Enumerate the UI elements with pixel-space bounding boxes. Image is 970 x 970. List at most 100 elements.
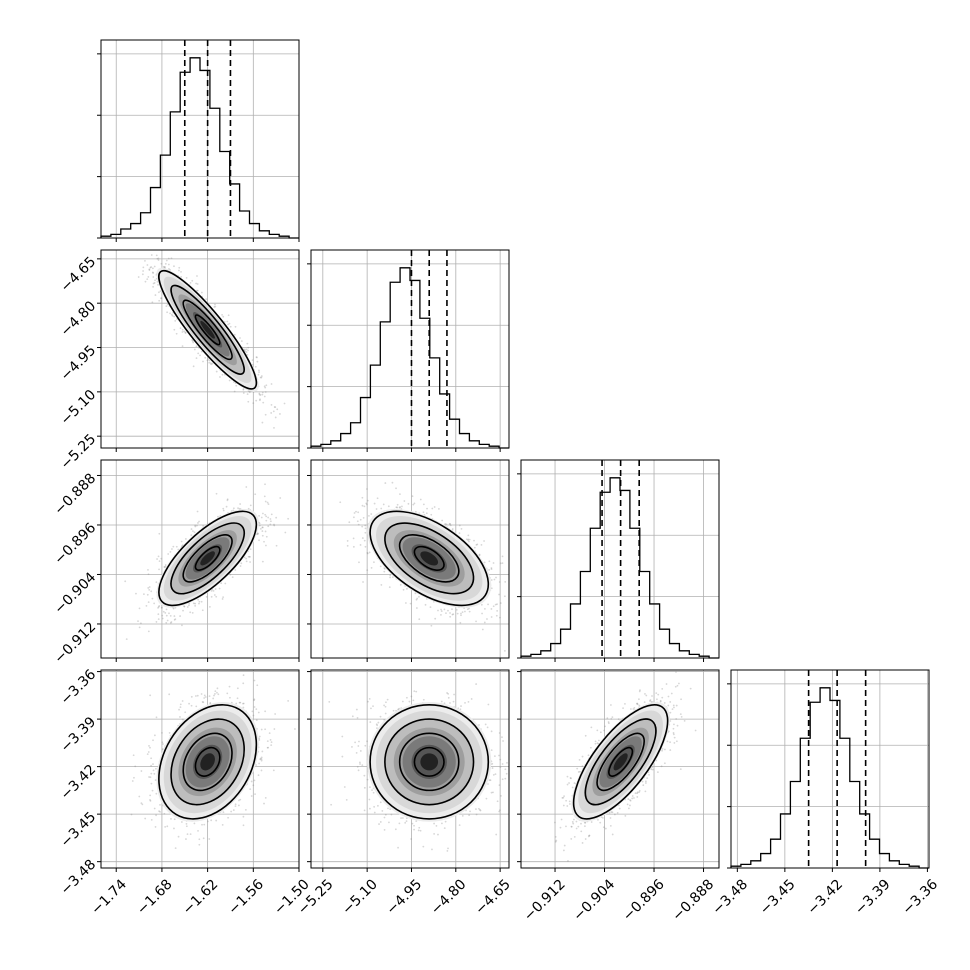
scatter-point <box>279 497 282 499</box>
scatter-point <box>451 608 453 611</box>
scatter-point <box>195 345 198 348</box>
scatter-point <box>467 539 469 542</box>
scatter-point <box>170 621 173 623</box>
panel-2-1 <box>310 459 510 659</box>
scatter-point <box>172 607 175 610</box>
scatter-point <box>263 540 265 543</box>
scatter-point <box>395 506 398 509</box>
scatter-point <box>258 392 261 395</box>
scatter-point <box>217 515 219 518</box>
scatter-point <box>148 269 151 271</box>
scatter-point <box>273 523 275 526</box>
scatter-point <box>191 279 194 282</box>
scatter-point <box>256 360 259 363</box>
scatter-point <box>158 560 161 563</box>
scatter-point <box>363 539 366 542</box>
scatter-point <box>222 596 225 599</box>
scatter-point <box>236 661 238 663</box>
scatter-point <box>170 257 173 260</box>
scatter-point <box>175 332 178 335</box>
scatter-point <box>499 562 502 565</box>
scatter-point <box>196 524 198 527</box>
scatter-point <box>169 551 172 553</box>
scatter-point <box>169 621 172 624</box>
scatter-point <box>181 331 184 333</box>
scatter-point <box>495 614 498 617</box>
scatter-point <box>226 320 229 323</box>
panel-border <box>520 459 720 659</box>
scatter-point <box>366 552 369 555</box>
scatter-point <box>157 257 160 260</box>
scatter-point <box>425 512 428 515</box>
scatter-point <box>373 502 376 505</box>
scatter-point <box>214 690 217 693</box>
scatter-point <box>492 605 495 608</box>
scatter-point <box>147 573 150 576</box>
scatter-point <box>365 502 368 505</box>
scatter-point <box>224 582 227 585</box>
scatter-point <box>146 593 149 596</box>
scatter-point <box>266 501 269 504</box>
scatter-point <box>443 608 446 611</box>
scatter-point <box>364 524 367 527</box>
scatter-point <box>265 535 268 538</box>
panel-border <box>310 459 510 659</box>
scatter-point <box>221 373 224 376</box>
scatter-point <box>158 568 160 571</box>
scatter-point <box>424 603 427 606</box>
scatter-point <box>234 325 237 328</box>
scatter-point <box>387 505 390 508</box>
scatter-point <box>178 266 181 269</box>
scatter-point <box>460 612 462 615</box>
scatter-point <box>256 356 258 359</box>
scatter-point <box>440 610 443 613</box>
scatter-point <box>449 524 452 527</box>
scatter-point <box>361 496 364 499</box>
scatter-point <box>376 497 379 500</box>
contour-line-3 <box>158 269 258 390</box>
scatter-point <box>283 402 286 405</box>
scatter-point <box>177 548 180 551</box>
panel-1-0 <box>100 249 300 449</box>
scatter-point <box>473 546 476 549</box>
scatter-point <box>383 567 386 570</box>
scatter-point <box>194 524 197 527</box>
scatter-point <box>181 328 184 331</box>
scatter-point <box>158 532 161 535</box>
scatter-point <box>160 297 163 299</box>
scatter-point <box>487 603 489 606</box>
scatter-point <box>147 601 150 604</box>
scatter-point <box>364 531 367 534</box>
scatter-point <box>247 555 250 558</box>
scatter-point <box>235 384 238 387</box>
panel-border <box>100 459 300 659</box>
scatter-point <box>148 586 151 588</box>
scatter-point <box>181 624 183 627</box>
scatter-point <box>210 595 213 598</box>
scatter-point <box>239 565 242 567</box>
scatter-point <box>261 526 264 529</box>
scatter-point <box>160 297 163 300</box>
scatter-point <box>480 543 483 546</box>
scatter-point <box>382 503 385 506</box>
scatter-point <box>193 531 196 534</box>
scatter-point <box>166 311 169 314</box>
scatter-point <box>444 523 447 525</box>
scatter-point <box>243 348 246 351</box>
scatter-point <box>167 263 170 266</box>
scatter-point <box>248 555 251 558</box>
scatter-point <box>191 339 194 341</box>
scatter-point <box>256 533 259 536</box>
scatter-point <box>197 352 200 355</box>
scatter-point <box>434 617 437 620</box>
scatter-point <box>226 499 229 502</box>
scatter-point <box>465 538 468 541</box>
scatter-point <box>194 525 197 528</box>
scatter-point <box>468 610 471 613</box>
scatter-point <box>205 298 208 301</box>
scatter-point <box>389 576 391 579</box>
scatter-point <box>146 278 149 281</box>
scatter-point <box>151 271 154 274</box>
scatter-point <box>210 589 213 592</box>
